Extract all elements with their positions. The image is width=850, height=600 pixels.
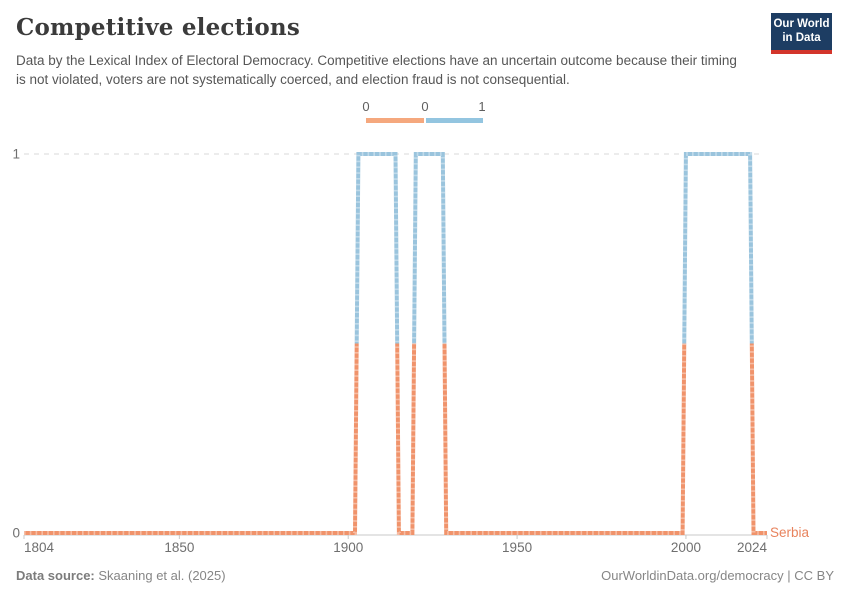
chart-canvas[interactable]: 1804 1850 1900 1950 2000 2024 0 1 Serbia — [0, 0, 850, 600]
data-source: Data source: Skaaning et al. (2025) — [16, 568, 226, 583]
entity-label-serbia[interactable]: Serbia — [770, 525, 810, 540]
x-tick-label: 1950 — [502, 540, 532, 555]
y-tick-label: 1 — [12, 147, 20, 162]
data-source-value: Skaaning et al. (2025) — [98, 568, 225, 583]
data-source-label: Data source: — [16, 568, 95, 583]
x-tick-label: 2024 — [737, 540, 768, 555]
serbia-line-high[interactable] — [24, 154, 767, 533]
y-tick-label: 0 — [12, 526, 20, 541]
x-tick-label: 1850 — [164, 540, 194, 555]
x-tick-label: 1804 — [24, 540, 55, 555]
chart-page: Competitive elections Data by the Lexica… — [0, 0, 850, 600]
chart-footer: Data source: Skaaning et al. (2025) OurW… — [16, 568, 834, 583]
x-tick-label: 2000 — [671, 540, 701, 555]
x-tick-label: 1900 — [333, 540, 363, 555]
owid-license-link[interactable]: OurWorldinData.org/democracy | CC BY — [601, 568, 834, 583]
